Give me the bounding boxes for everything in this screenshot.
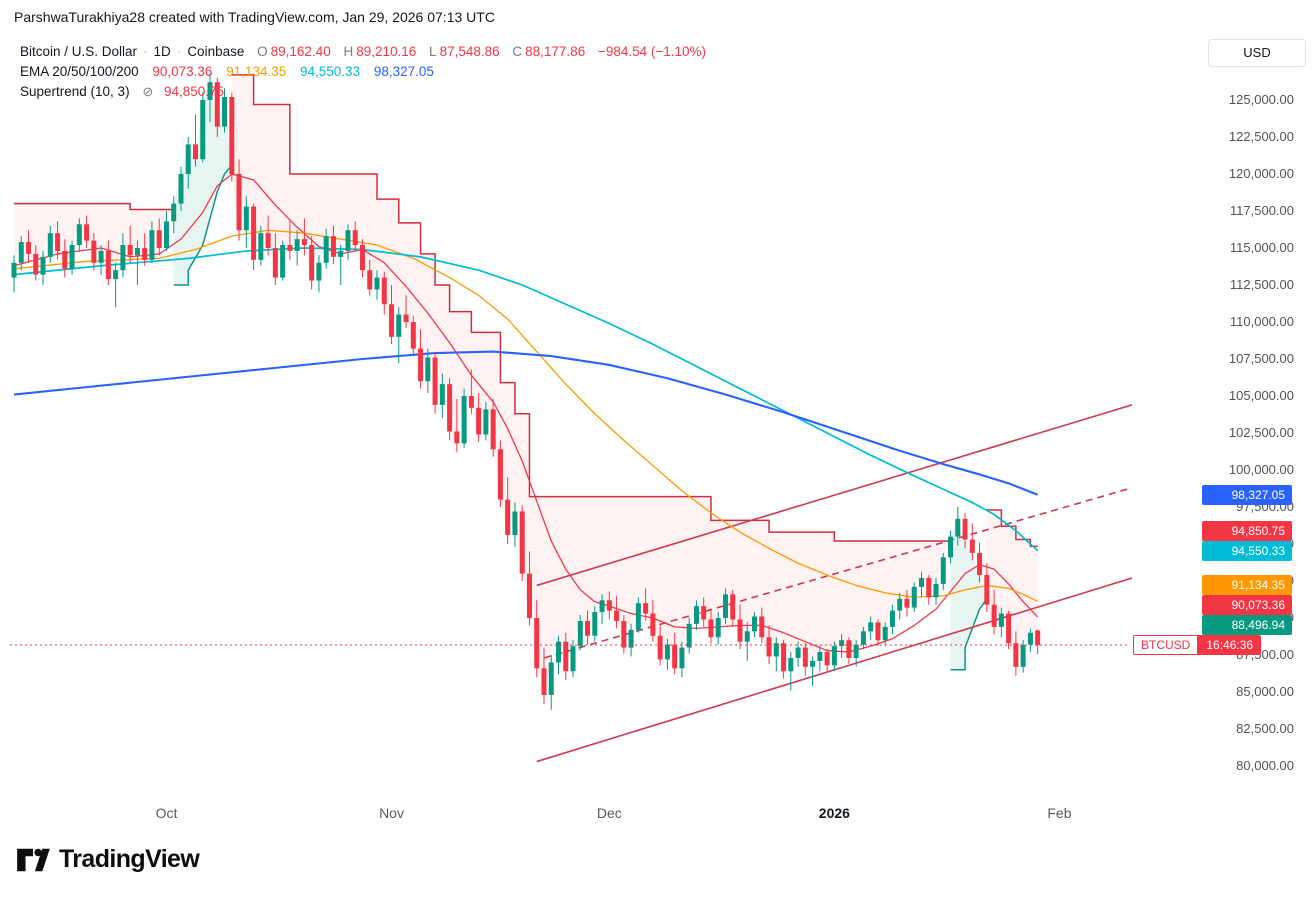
supertrend-value: 94,850.75 xyxy=(164,84,225,99)
price-tick: 122,500.00 xyxy=(1228,129,1294,144)
low-key: L xyxy=(429,44,437,59)
time-axis[interactable]: Oct Nov Dec 2026 Feb xyxy=(0,800,1200,830)
price-tick: 120,000.00 xyxy=(1228,166,1294,181)
open-key: O xyxy=(257,44,268,59)
ema-label[interactable]: EMA 20/50/100/200 xyxy=(20,64,139,79)
price-axis[interactable]: 125,000.00 122,500.00 120,000.00 117,500.00… xyxy=(1200,0,1316,840)
high-key: H xyxy=(343,44,354,59)
price-tick: 82,500.00 xyxy=(1236,721,1294,736)
ema50-tag: 91,134.35 xyxy=(1202,574,1292,595)
time-axis-label: Nov xyxy=(379,805,404,821)
separator: · xyxy=(176,44,182,59)
ema20-value: 90,073.36 xyxy=(152,64,213,79)
price-tick: 110,000.00 xyxy=(1229,314,1294,329)
high-value: 89,210.16 xyxy=(356,44,417,59)
price-tick: 85,000.00 xyxy=(1236,684,1294,699)
tradingview-wordmark: TradingView xyxy=(59,845,200,873)
supertrend-line-layer xyxy=(14,74,1038,671)
change-value: −984.54 (−1.10%) xyxy=(597,44,707,59)
time-axis-label: Dec xyxy=(596,805,622,821)
symbol-row[interactable]: Bitcoin / U.S. Dollar · 1D · Coinbase O 89,16… xyxy=(20,42,706,62)
separator: · xyxy=(143,44,148,59)
exchange-label: Coinbase xyxy=(187,44,245,59)
close-value: 88,177.86 xyxy=(525,44,586,59)
ema100-tag: 94,550.33 xyxy=(1202,540,1292,561)
supertrend-indicator-row[interactable]: Supertrend (10, 3) ⊘ 94,850.75 xyxy=(20,82,706,102)
current-symbol-label: BTCUSD xyxy=(1133,634,1199,655)
attribution-text: ParshwaTurakhiya28 created with TradingV… xyxy=(14,9,495,25)
close-key: C xyxy=(512,44,523,59)
price-tick: 112,500.00 xyxy=(1229,277,1294,292)
ema100-value: 94,550.33 xyxy=(300,64,361,79)
time-axis-label: Oct xyxy=(155,805,178,821)
candles-layer xyxy=(11,73,1041,710)
current-price-tag: BTCUSD 16:46:36 xyxy=(1133,634,1262,655)
circle-slash-icon: ⊘ xyxy=(142,84,154,99)
ema200-tag: 98,327.05 xyxy=(1202,484,1292,505)
bar-countdown: 16:46:36 xyxy=(1198,634,1262,655)
price-tick: 102,500.00 xyxy=(1228,425,1294,440)
price-tick: 125,000.00 xyxy=(1228,92,1294,107)
price-tick: 117,500.00 xyxy=(1229,203,1294,218)
supertrend-tag: 94,850.75 xyxy=(1202,520,1292,541)
chart-legend: Bitcoin / U.S. Dollar · 1D · Coinbase O 89,16… xyxy=(20,42,706,102)
symbol-title[interactable]: Bitcoin / U.S. Dollar xyxy=(20,44,138,59)
tradingview-logo-icon xyxy=(17,848,50,871)
currency-toggle-button[interactable]: USD xyxy=(1208,39,1306,67)
price-tick: 105,000.00 xyxy=(1228,388,1294,403)
footer-brand[interactable]: TradingView xyxy=(16,845,200,874)
interval-label[interactable]: 1D xyxy=(153,44,171,59)
supertrend-fill-layer xyxy=(14,74,1038,695)
price-tick: 80,000.00 xyxy=(1236,758,1294,773)
low-value: 87,548.86 xyxy=(439,44,500,59)
supertrend-label[interactable]: Supertrend (10, 3) xyxy=(20,84,130,99)
ema50-value: 91,134.35 xyxy=(226,64,287,79)
open-value: 89,162.40 xyxy=(270,44,331,59)
attribution-bar: ParshwaTurakhiya28 created with TradingV… xyxy=(14,9,495,25)
level-tag: 88,496.94 xyxy=(1202,614,1292,635)
price-tick: 115,000.00 xyxy=(1229,240,1294,255)
ema20-tag: 90,073.36 xyxy=(1202,594,1292,615)
ema200-value: 98,327.05 xyxy=(373,64,434,79)
ema-indicator-row[interactable]: EMA 20/50/100/200 90,073.36 91,134.35 94… xyxy=(20,62,706,82)
time-axis-label: 2026 xyxy=(818,805,850,821)
price-tick: 107,500.00 xyxy=(1228,351,1294,366)
price-tick: 100,000.00 xyxy=(1228,462,1294,477)
time-axis-label: Feb xyxy=(1047,805,1072,821)
